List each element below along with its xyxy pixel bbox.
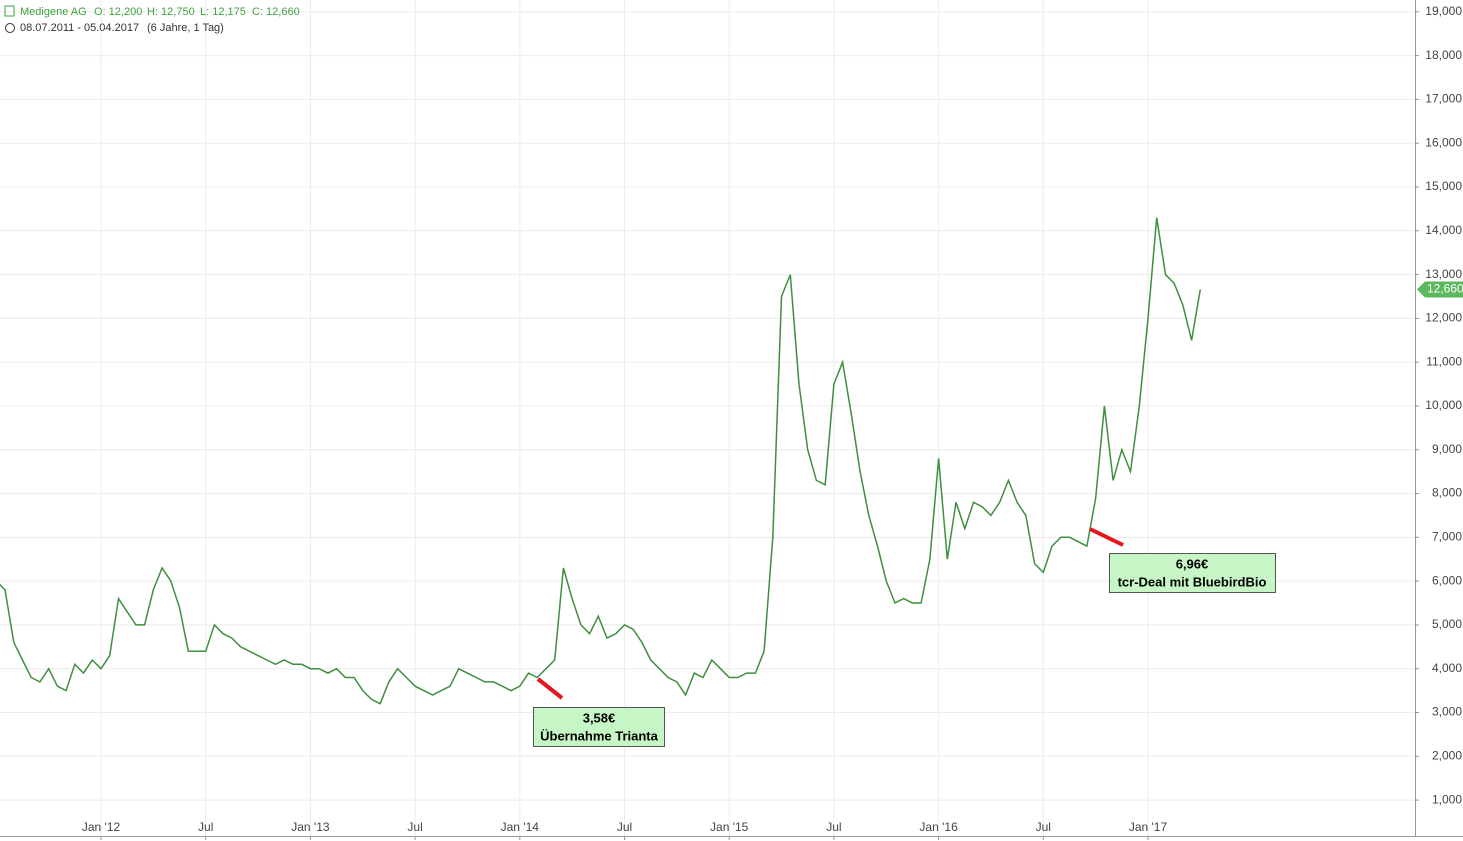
x-tick-label: Jul bbox=[407, 820, 422, 834]
x-tick-label: Jan '17 bbox=[1129, 820, 1168, 834]
y-tick-label: 12,000 bbox=[1425, 311, 1462, 325]
close: C: 12,660 bbox=[252, 6, 300, 18]
y-tick-label: 6,000 bbox=[1432, 573, 1462, 587]
y-tick-label: 3,000 bbox=[1432, 705, 1462, 719]
annotation-box bbox=[533, 707, 665, 747]
x-tick-label: Jan '15 bbox=[710, 820, 749, 834]
y-tick-label: 4,000 bbox=[1432, 661, 1462, 675]
y-tick-label: 14,000 bbox=[1425, 223, 1462, 237]
x-tick-label: Jan '12 bbox=[82, 820, 121, 834]
y-tick-label: 15,000 bbox=[1425, 179, 1462, 193]
last-price-tag bbox=[1417, 281, 1463, 298]
header: Medigene AG O: 12,200 H: 12,750 L: 12,17… bbox=[4, 5, 300, 34]
annotation-text: Übernahme Trianta bbox=[540, 728, 659, 743]
y-tick-label: 1,000 bbox=[1432, 792, 1462, 806]
x-tick-label: Jan '16 bbox=[919, 820, 958, 834]
instrument-name: Medigene AG bbox=[20, 6, 87, 18]
open: O: 12,200 bbox=[94, 6, 142, 18]
plot-area bbox=[0, 217, 1202, 705]
price-line bbox=[0, 217, 1202, 705]
y-tick-label: 8,000 bbox=[1432, 486, 1462, 500]
annotation-price: 3,58€ bbox=[583, 710, 616, 725]
high: H: 12,750 bbox=[147, 6, 195, 18]
date-range: 08.07.2011 - 05.04.2017 bbox=[20, 22, 139, 34]
annotation-box bbox=[1109, 553, 1276, 593]
y-tick-label: 5,000 bbox=[1432, 617, 1462, 631]
annotation-price: 6,96€ bbox=[1176, 556, 1209, 571]
clock-icon bbox=[5, 23, 15, 33]
y-tick-label: 2,000 bbox=[1432, 748, 1462, 762]
y-tick-label: 11,000 bbox=[1426, 354, 1462, 368]
x-tick-label: Jan '13 bbox=[291, 820, 330, 834]
chart-icon bbox=[4, 5, 15, 17]
annotation-text: tcr-Deal mit BluebirdBio bbox=[1118, 574, 1267, 589]
annotation-arrow bbox=[536, 677, 564, 700]
annotation-arrow bbox=[1089, 527, 1124, 547]
x-tick-label: Jul bbox=[1036, 820, 1051, 834]
y-tick-label: 18,000 bbox=[1425, 48, 1462, 62]
y-tick-label: 13,000 bbox=[1425, 267, 1462, 281]
x-tick-label: Jul bbox=[826, 820, 841, 834]
y-tick-label: 17,000 bbox=[1425, 92, 1462, 106]
x-tick-label: Jul bbox=[617, 820, 632, 834]
y-tick-label: 9,000 bbox=[1432, 442, 1462, 456]
low: L: 12,175 bbox=[200, 6, 246, 18]
x-tick-label: Jan '14 bbox=[501, 820, 540, 834]
y-tick-label: 7,000 bbox=[1432, 530, 1462, 544]
x-tick-label: Jul bbox=[198, 820, 213, 834]
last-price-label: 12,660 bbox=[1427, 282, 1463, 296]
y-tick-label: 16,000 bbox=[1425, 135, 1462, 149]
y-tick-label: 19,000 bbox=[1425, 4, 1462, 18]
y-tick-label: 10,000 bbox=[1425, 398, 1462, 412]
range-note: (6 Jahre, 1 Tag) bbox=[147, 22, 224, 34]
grid bbox=[0, 0, 1415, 836]
